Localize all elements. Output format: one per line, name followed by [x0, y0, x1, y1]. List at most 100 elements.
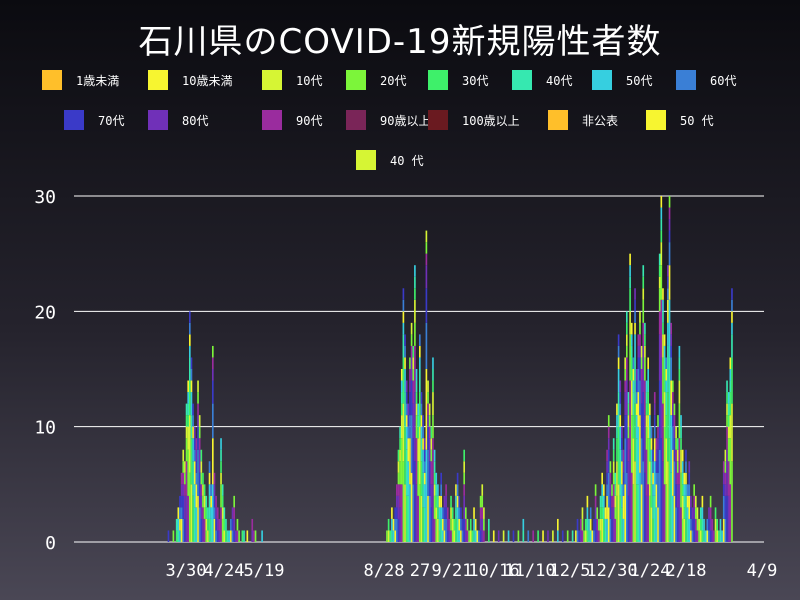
bar-segment [662, 322, 664, 335]
bar-segment [657, 472, 659, 508]
y-tick-label: 10 [34, 418, 56, 439]
bar-segment [419, 484, 421, 542]
bar-segment [637, 357, 640, 369]
bar-segment [642, 345, 645, 393]
bar-segment [184, 484, 186, 496]
bar-segment [606, 518, 608, 542]
bar-segment [412, 380, 415, 404]
bar-segment [557, 518, 559, 531]
bar-segment [185, 495, 188, 542]
bar-segment [474, 518, 477, 531]
bar-segment [693, 507, 695, 519]
bar-segment [607, 415, 610, 427]
bar-segment [624, 438, 626, 485]
bar-segment [688, 472, 691, 485]
legend-swatch [42, 70, 62, 90]
bar-segment [212, 403, 214, 439]
bar-segment [637, 426, 640, 485]
bar-segment [427, 495, 429, 542]
bar-segment [612, 449, 615, 462]
bar-segment [714, 530, 717, 542]
bar-segment [192, 495, 194, 542]
bar-segment [665, 415, 668, 439]
bar-segment [621, 507, 623, 542]
bar-segment [233, 530, 235, 542]
bar-segment [532, 530, 534, 542]
bar-segment [463, 495, 465, 519]
bar-segment [419, 334, 421, 346]
bar-segment [667, 322, 669, 346]
bar-segment [607, 472, 610, 508]
bar-segment [660, 242, 663, 266]
bar-segment [627, 426, 630, 439]
bar-segment [678, 403, 681, 439]
bar-segment [435, 495, 438, 508]
bar-segment [617, 357, 620, 369]
bar-segment [640, 403, 643, 439]
bar-segment [438, 495, 441, 508]
bar-segment [611, 495, 613, 508]
bar-segment [649, 415, 651, 427]
bar-segment [614, 472, 617, 485]
bar-segment [387, 518, 390, 531]
bar-segment [616, 495, 618, 542]
bar-segment [400, 438, 403, 485]
bar-segment [180, 472, 183, 485]
bar-segment [670, 334, 672, 346]
bar-segment [690, 495, 692, 508]
bar-segment [690, 518, 692, 531]
bar-segment [653, 426, 656, 439]
bar-segment [644, 345, 646, 358]
x-tick-label: 9/21 [432, 561, 473, 581]
bar-segment [425, 230, 428, 243]
bar-segment [193, 484, 196, 508]
bar-segment [425, 265, 428, 289]
bar-segment [680, 426, 682, 439]
bar-segment [404, 369, 406, 393]
bar-segment [607, 507, 610, 542]
bar-segment [481, 495, 484, 508]
bar-segment [473, 518, 475, 531]
bar-segment [488, 518, 490, 531]
bar-segment [420, 495, 423, 542]
bar-segment [594, 484, 597, 496]
bar-segment [440, 472, 442, 485]
bar-segment [660, 196, 663, 208]
bar-segment [198, 438, 201, 450]
legend-swatch [148, 70, 168, 90]
bar-segment [668, 230, 671, 243]
bar-segment [642, 392, 645, 462]
bar-segment [634, 311, 636, 323]
bar-segment [693, 518, 695, 542]
bar-segment [253, 530, 255, 542]
bar-segment [652, 461, 654, 473]
bar-segment [606, 495, 608, 519]
bar-segment [642, 299, 645, 323]
bar-segment [428, 495, 431, 542]
legend-label: 非公表 [582, 114, 619, 128]
bar-segment [172, 530, 175, 542]
bar-segment [660, 438, 663, 542]
bar-segment [448, 518, 451, 531]
legend-swatch [428, 110, 448, 130]
bar-segment [621, 461, 623, 485]
bar-segment [417, 415, 419, 427]
bar-segment [655, 438, 658, 450]
bar-segment [647, 369, 649, 381]
bar-segment [729, 369, 732, 381]
bar-segment [432, 415, 434, 439]
bar-segment [422, 415, 424, 427]
bar-segment [195, 461, 198, 473]
bar-segment [665, 357, 668, 369]
bar-segment [438, 507, 441, 519]
x-tick-label: 3/30 [166, 561, 207, 581]
legend-label: 10代 [296, 74, 323, 88]
bar-segment [589, 507, 592, 519]
bar-segment [207, 530, 209, 542]
bar-segment [399, 426, 401, 439]
legend-swatch [428, 70, 448, 90]
bar-segment [205, 518, 208, 531]
bar-segment [594, 495, 597, 508]
bar-segment [430, 449, 433, 462]
bar-segment [729, 438, 732, 485]
